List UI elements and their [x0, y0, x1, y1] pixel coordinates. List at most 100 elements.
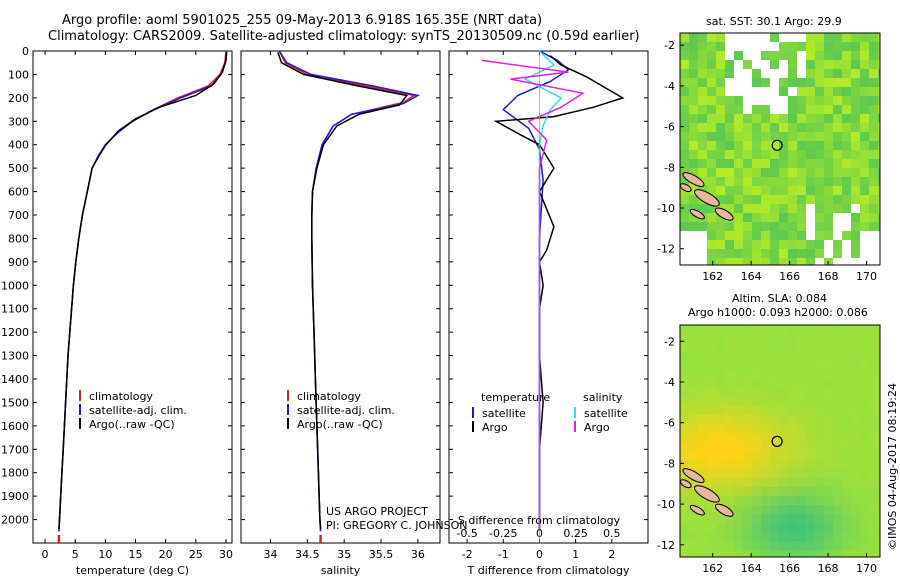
- map-cell: [788, 195, 797, 204]
- map-cell: [770, 114, 779, 123]
- map-cell: [725, 442, 734, 451]
- map-cell: [806, 325, 815, 334]
- map-cell: [761, 370, 770, 379]
- map-cell: [806, 51, 815, 60]
- map-cell: [860, 69, 869, 78]
- map-cell: [743, 433, 752, 442]
- map-cell: [752, 159, 761, 168]
- map-cell: [806, 541, 815, 550]
- island-shape: [679, 479, 692, 489]
- map-cell: [761, 433, 770, 442]
- map-cell: [815, 334, 824, 343]
- depth-tick-label: 1500: [1, 396, 29, 409]
- map-cell: [716, 114, 725, 123]
- map-cell: [788, 222, 797, 231]
- map-cell: [734, 33, 743, 42]
- map-cell: [770, 69, 779, 78]
- x-tick-label-temperature: 25: [189, 548, 203, 561]
- sst-map-title: sat. SST: 30.1 Argo: 29.9: [706, 15, 842, 28]
- map-cell: [815, 141, 824, 150]
- map-cell: [707, 168, 716, 177]
- map-cell: [860, 550, 869, 557]
- map-cell: [725, 231, 734, 240]
- map-cell: [698, 114, 707, 123]
- map-cell: [824, 523, 833, 532]
- map-cell: [851, 379, 860, 388]
- lat-tick-label: -2: [664, 335, 675, 348]
- map-cell: [860, 42, 869, 51]
- depth-tick-label: 900: [8, 256, 29, 269]
- map-cell: [689, 186, 698, 195]
- map-cell: [788, 69, 797, 78]
- profile-location-marker: [771, 435, 783, 447]
- map-cell: [716, 469, 725, 478]
- map-cell: [761, 550, 770, 557]
- map-cell: [833, 370, 842, 379]
- map-cell: [680, 388, 689, 397]
- map-cell: [824, 132, 833, 141]
- map-cell: [698, 442, 707, 451]
- map-cell: [752, 168, 761, 177]
- map-cell: [734, 334, 743, 343]
- map-cell: [797, 186, 806, 195]
- map-cell: [698, 496, 707, 505]
- map-cell: [869, 460, 878, 469]
- map-cell: [860, 361, 869, 370]
- map-cell: [815, 361, 824, 370]
- map-cell: [824, 141, 833, 150]
- map-cell: [743, 186, 752, 195]
- map-cell: [680, 334, 689, 343]
- map-cell: [833, 240, 842, 249]
- map-cell: [842, 370, 851, 379]
- map-cell: [743, 532, 752, 541]
- map-cell: [788, 231, 797, 240]
- map-cell: [743, 123, 752, 132]
- map-cell: [851, 240, 860, 249]
- map-cell: [779, 96, 788, 105]
- map-cell: [680, 123, 689, 132]
- map-cell: [770, 186, 779, 195]
- x-tick-label-temperature: 15: [129, 548, 143, 561]
- map-cell: [788, 343, 797, 352]
- map-cell: [869, 361, 878, 370]
- island-shape: [714, 503, 734, 517]
- map-cell: [680, 159, 689, 168]
- map-cell: [842, 433, 851, 442]
- map-cell: [806, 168, 815, 177]
- map-cell: [716, 379, 725, 388]
- map-cell: [842, 168, 851, 177]
- map-cell: [734, 168, 743, 177]
- depth-tick-label: 2000: [1, 514, 29, 527]
- map-cell: [815, 388, 824, 397]
- lon-tick-label: 162: [702, 270, 723, 283]
- map-cell: [743, 469, 752, 478]
- map-cell: [797, 123, 806, 132]
- lat-tick-label: -12: [657, 539, 675, 552]
- map-cell: [788, 514, 797, 523]
- map-cell: [734, 514, 743, 523]
- map-cell: [752, 69, 761, 78]
- map-cell: [725, 451, 734, 460]
- map-cell: [824, 204, 833, 213]
- map-cell: [824, 451, 833, 460]
- map-cell: [698, 42, 707, 51]
- map-cell: [752, 379, 761, 388]
- map-cell: [878, 442, 880, 451]
- map-cell: [797, 406, 806, 415]
- legend-label-difference-1: Argo: [482, 421, 508, 434]
- map-cell: [788, 388, 797, 397]
- map-cell: [806, 379, 815, 388]
- map-cell: [878, 222, 880, 231]
- map-cell: [725, 258, 734, 265]
- map-cell: [707, 541, 716, 550]
- depth-tick-label: 300: [8, 115, 29, 128]
- map-cell: [743, 478, 752, 487]
- map-cell: [698, 96, 707, 105]
- map-cell: [743, 496, 752, 505]
- map-cell: [761, 231, 770, 240]
- map-cell: [725, 514, 734, 523]
- map-cell: [689, 325, 698, 334]
- map-cell: [833, 550, 842, 557]
- map-cell: [707, 105, 716, 114]
- map-cell: [824, 433, 833, 442]
